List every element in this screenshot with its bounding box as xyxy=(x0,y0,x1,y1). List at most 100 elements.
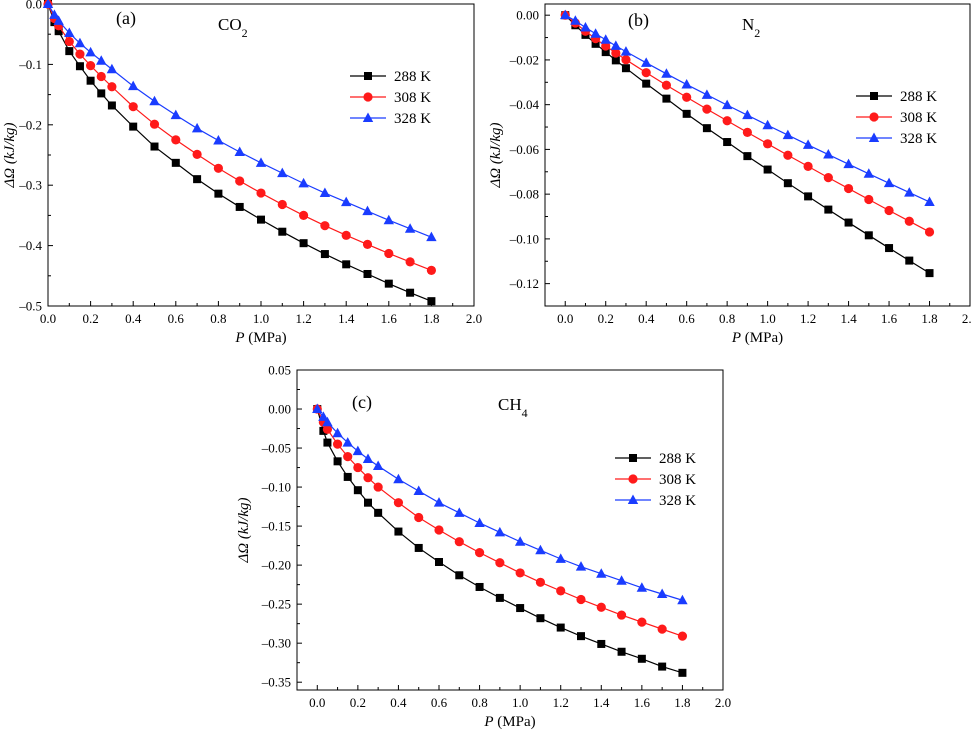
marker-square xyxy=(214,189,223,198)
x-tick-label: 1.4 xyxy=(840,311,857,326)
marker-square xyxy=(864,231,873,240)
marker-square xyxy=(342,260,351,269)
marker-square xyxy=(333,457,342,466)
marker-square xyxy=(556,623,565,632)
y-tick-label: –0.05 xyxy=(261,441,291,456)
marker-triangle xyxy=(383,214,394,225)
marker-circle xyxy=(924,227,935,237)
marker-square xyxy=(353,486,362,495)
y-tick-label: –0.25 xyxy=(261,597,291,612)
marker-circle xyxy=(823,172,833,183)
marker-triangle xyxy=(762,119,773,130)
marker-triangle xyxy=(312,403,323,414)
marker-square xyxy=(455,571,464,580)
gas-label: CH4 xyxy=(498,395,528,420)
series-line xyxy=(564,14,930,274)
x-tick-label: 0.4 xyxy=(390,695,407,710)
marker-square xyxy=(662,94,671,103)
marker-triangle xyxy=(213,135,224,145)
x-tick-label: 1.8 xyxy=(921,311,937,326)
marker-square xyxy=(320,250,329,259)
marker-circle xyxy=(341,230,351,240)
marker-square xyxy=(824,205,833,214)
y-tick-label: 0.00 xyxy=(268,402,291,417)
marker-square xyxy=(193,175,202,184)
x-tick-label: 1.4 xyxy=(338,311,355,326)
x-tick-label: 0.8 xyxy=(210,311,226,326)
marker-circle xyxy=(722,116,732,126)
marker-circle xyxy=(75,49,85,59)
marker-circle xyxy=(803,161,813,172)
legend-entry: 288 K xyxy=(350,69,431,85)
marker-square xyxy=(743,152,752,161)
series-line xyxy=(316,408,683,637)
series-line xyxy=(47,3,432,238)
marker-square xyxy=(577,632,585,641)
marker-circle xyxy=(535,577,546,587)
marker-square xyxy=(925,269,934,278)
marker-square xyxy=(278,227,287,236)
marker-triangle xyxy=(362,205,373,216)
marker-circle xyxy=(343,452,353,462)
marker-square xyxy=(343,472,352,481)
marker-triangle xyxy=(318,411,329,421)
marker-circle xyxy=(426,265,436,275)
marker-triangle xyxy=(404,223,416,233)
chart-panel-c: 0.0 0.2 0.4 0.6 0.8 1.0 1.2 1.4 1.6 1.8 2.0 0.05 0.0… xyxy=(236,363,731,730)
legend-entry: 328 K xyxy=(856,131,937,147)
marker-circle xyxy=(611,48,621,58)
marker-square xyxy=(65,47,74,56)
legend-label: 308 K xyxy=(900,110,937,126)
marker-circle xyxy=(393,498,404,508)
gas-label: CO2 xyxy=(218,15,248,40)
marker-circle xyxy=(641,68,651,78)
marker-circle xyxy=(320,221,330,231)
marker-square xyxy=(475,582,484,591)
marker-circle xyxy=(628,474,638,484)
marker-square xyxy=(678,668,687,677)
legend-entry: 288 K xyxy=(615,451,696,467)
marker-triangle xyxy=(610,40,622,50)
marker-square xyxy=(617,647,626,656)
marker-triangle xyxy=(677,594,688,605)
marker-circle xyxy=(256,188,266,198)
x-tick-label: 1.2 xyxy=(800,311,816,326)
panel-label: (b) xyxy=(628,10,649,31)
x-tick-label: 2.0 xyxy=(715,695,731,710)
chart-panel-b: 0.0 0.2 0.4 0.6 0.8 1.0 1.2 1.4 1.6 1.8 2.0 0.00 –0.… xyxy=(488,3,972,346)
legend-label: 308 K xyxy=(394,90,431,106)
y-tick-label: –0.04 xyxy=(509,97,540,112)
series-288K xyxy=(313,405,687,677)
marker-triangle xyxy=(322,416,333,427)
marker-circle xyxy=(843,183,854,194)
y-tick-label: –0.10 xyxy=(261,480,291,495)
marker-square xyxy=(591,39,600,48)
marker-circle xyxy=(869,112,879,122)
y-tick-label: –0.5 xyxy=(18,299,42,314)
marker-square xyxy=(86,76,95,85)
y-axis-label: ΔΩ (kJ/kg) xyxy=(2,122,18,188)
marker-circle xyxy=(657,624,667,634)
series-308K xyxy=(312,404,688,641)
marker-circle xyxy=(742,127,752,138)
y-tick-label: –0.12 xyxy=(509,276,539,291)
marker-circle xyxy=(763,139,773,149)
x-tick-label: 1.4 xyxy=(593,695,610,710)
marker-circle xyxy=(64,36,74,47)
marker-square xyxy=(107,101,116,110)
series-line xyxy=(564,14,930,233)
series-line xyxy=(47,3,432,271)
y-tick-label: 0.05 xyxy=(268,363,291,378)
marker-triangle xyxy=(49,9,60,19)
marker-square xyxy=(844,218,853,227)
marker-triangle xyxy=(843,158,854,169)
marker-circle xyxy=(677,631,688,641)
marker-triangle xyxy=(393,473,404,484)
plot-frame xyxy=(296,369,724,691)
marker-circle xyxy=(373,482,383,492)
x-tick-label: 0.6 xyxy=(431,695,448,710)
marker-square xyxy=(658,662,667,671)
panel-label: (c) xyxy=(352,392,372,413)
marker-triangle xyxy=(620,46,632,56)
marker-triangle xyxy=(555,553,566,563)
